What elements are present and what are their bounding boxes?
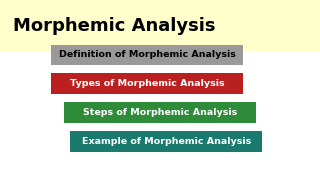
Bar: [51, 45, 243, 65]
Bar: [0, 0, 320, 52]
Text: Definition of Morphemic Analysis: Definition of Morphemic Analysis: [59, 50, 236, 59]
Text: Example of Morphemic Analysis: Example of Morphemic Analysis: [82, 137, 251, 146]
Bar: [70, 131, 262, 152]
Text: Types of Morphemic Analysis: Types of Morphemic Analysis: [70, 79, 225, 88]
Text: Steps of Morphemic Analysis: Steps of Morphemic Analysis: [83, 108, 237, 117]
Bar: [51, 73, 243, 94]
Text: Morphemic Analysis: Morphemic Analysis: [13, 17, 215, 35]
Bar: [64, 102, 256, 123]
